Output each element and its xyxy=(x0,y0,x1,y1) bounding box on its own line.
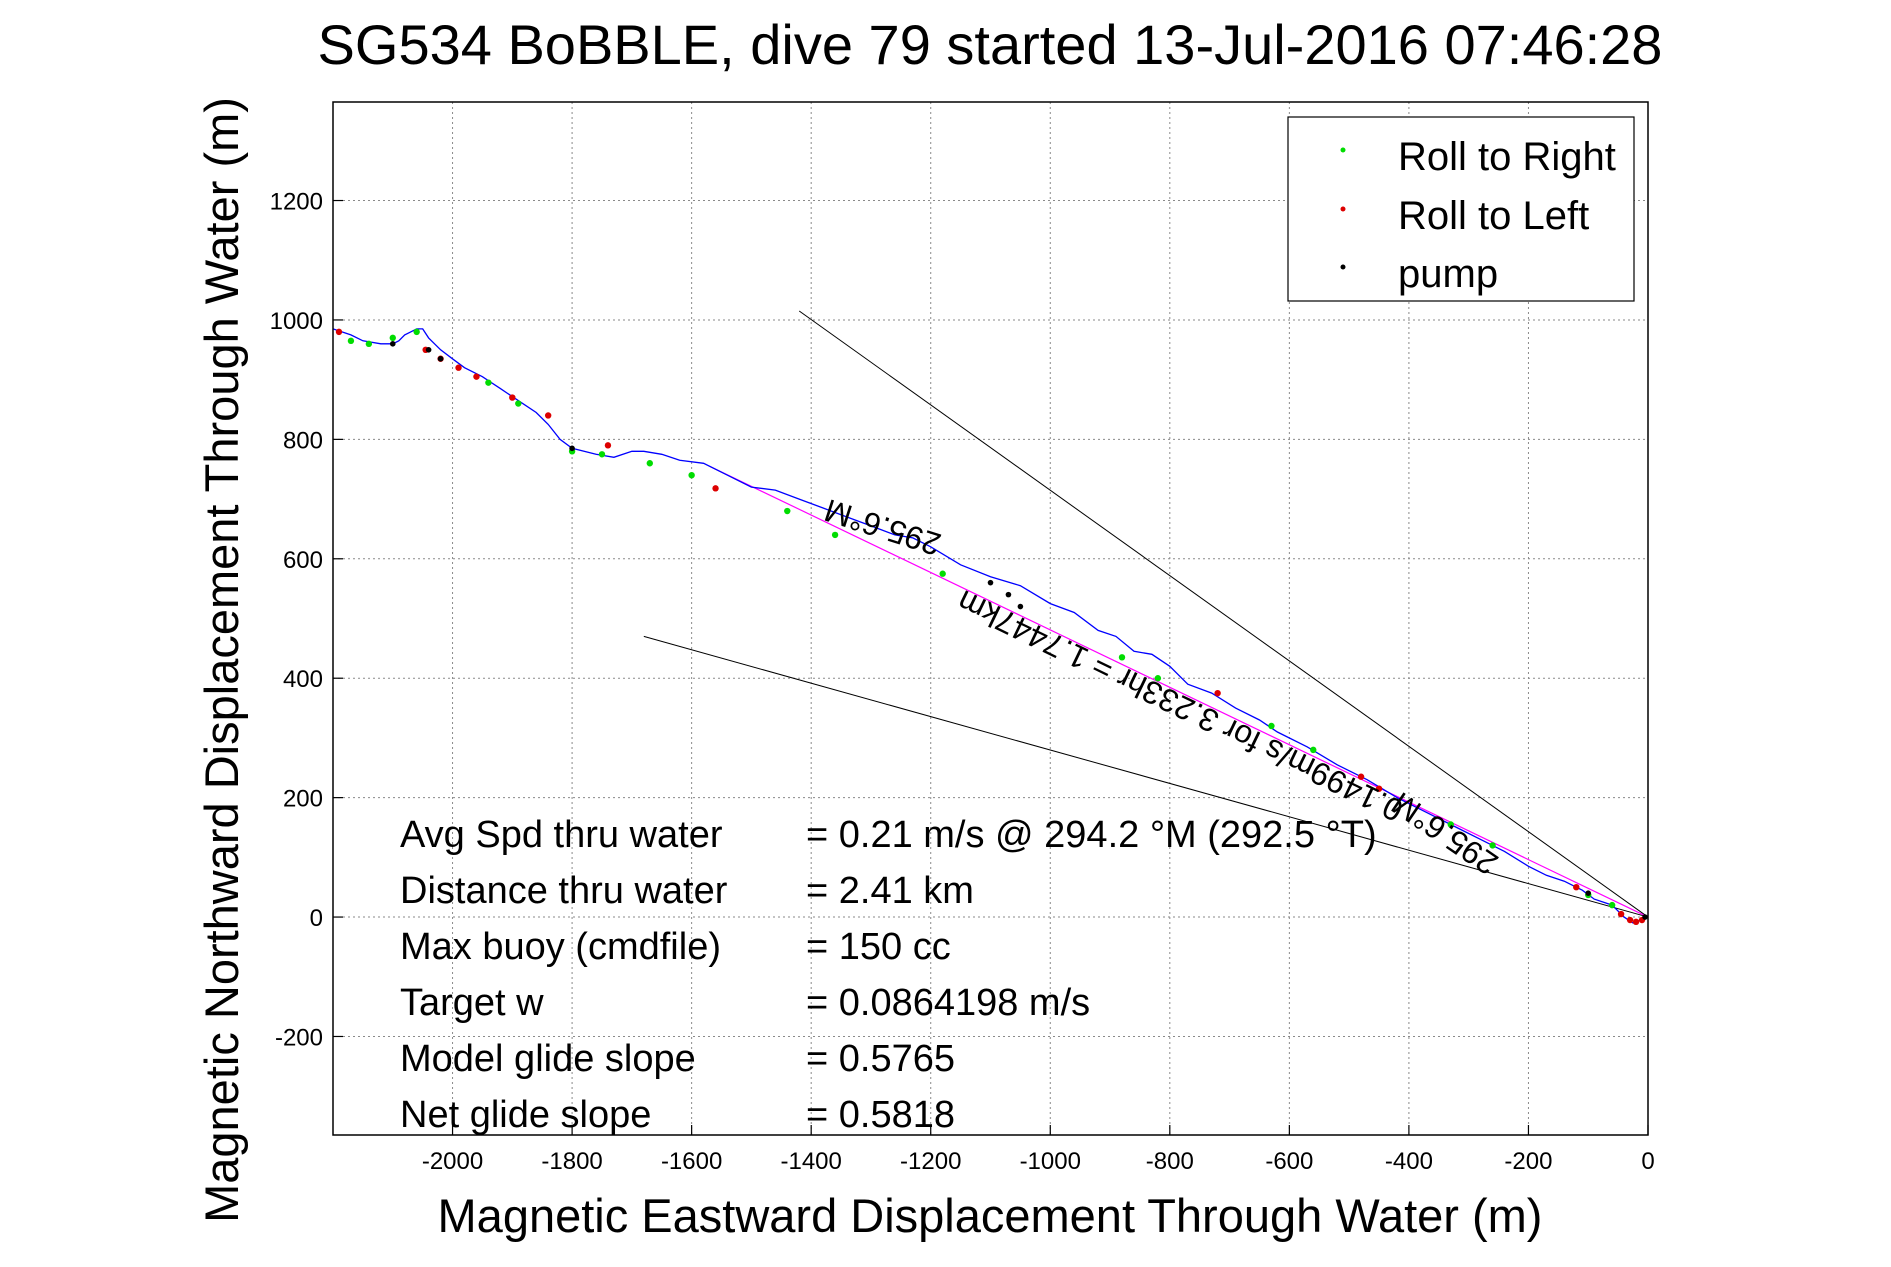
roll-left-point xyxy=(509,394,516,401)
y-tick-label: 600 xyxy=(283,547,323,574)
stats-label: Model glide slope xyxy=(400,1038,696,1080)
roll-right-point xyxy=(485,379,492,386)
stats-block: Avg Spd thru water = 0.21 m/s @ 294.2 °M … xyxy=(400,814,1377,1136)
roll-right-point xyxy=(413,328,420,336)
stats-value: = 0.5765 xyxy=(806,1038,955,1080)
roll-right-point xyxy=(1447,821,1454,828)
heading-line xyxy=(709,465,1649,918)
legend-marker-pump xyxy=(1340,264,1346,270)
legend: Roll to Right Roll to Left pump xyxy=(1287,116,1635,302)
roll-right-point xyxy=(646,460,653,467)
roll-right-point xyxy=(1310,746,1317,754)
plot-frame xyxy=(332,101,1649,1136)
stats-label: Avg Spd thru water xyxy=(400,814,723,856)
stats-label: Net glide slope xyxy=(400,1094,651,1136)
roll-left-point xyxy=(1617,910,1625,918)
roll-left-point xyxy=(604,442,612,449)
y-tick-label: 200 xyxy=(283,786,323,813)
legend-marker-roll-left xyxy=(1340,206,1346,212)
reference-lines xyxy=(643,310,1649,918)
x-tick-label: -400 xyxy=(1385,1148,1433,1175)
y-tick-label: 800 xyxy=(283,427,323,454)
roll-left-point xyxy=(455,364,462,371)
y-tick-label: 0 xyxy=(310,905,323,932)
x-tick-label: -200 xyxy=(1504,1148,1552,1175)
pump-point xyxy=(569,445,575,452)
track-layer xyxy=(332,328,1649,924)
pump-point xyxy=(425,347,432,353)
pump-point xyxy=(987,579,994,586)
roll-left-point xyxy=(544,412,552,419)
roll-left-point xyxy=(1357,773,1365,780)
x-tick-label: -1600 xyxy=(661,1148,722,1175)
roll-right-point xyxy=(688,471,695,479)
stats-label: Distance thru water xyxy=(400,870,728,912)
pump-point xyxy=(1585,890,1592,896)
y-tick-label: 1200 xyxy=(270,189,323,216)
pump-point xyxy=(437,355,444,362)
legend-label-roll-right: Roll to Right xyxy=(1398,135,1616,179)
stats-value: = 0.21 m/s @ 294.2 °M (292.5 °T) xyxy=(806,814,1377,856)
roll-right-point xyxy=(389,334,396,342)
glider-track-line xyxy=(332,328,1649,924)
x-tick-label: -2000 xyxy=(422,1148,483,1175)
roll-left-point xyxy=(1632,918,1640,926)
x-tick-label: -800 xyxy=(1146,1148,1194,1175)
roll-right-point xyxy=(598,451,606,458)
chart-title: SG534 BoBBLE, dive 79 started 13-Jul-201… xyxy=(318,13,1663,76)
roll-right-point xyxy=(1489,842,1496,849)
pump-point xyxy=(389,341,396,347)
x-tick-label: -1400 xyxy=(780,1148,841,1175)
roll-right-point xyxy=(1268,722,1275,730)
roll-left-point xyxy=(1214,689,1221,697)
legend-box xyxy=(1287,116,1635,302)
roll-left-point xyxy=(1573,883,1580,891)
x-tick-label: -600 xyxy=(1265,1148,1313,1175)
x-tick-label: 0 xyxy=(1641,1148,1654,1175)
roll-left-point xyxy=(335,328,343,336)
roll-right-point xyxy=(365,340,373,348)
roll-right-point xyxy=(939,570,946,577)
roll-left-point xyxy=(712,485,719,492)
pump-point xyxy=(1642,914,1648,920)
stats-value: = 150 cc xyxy=(806,926,951,968)
roll-left-point xyxy=(473,373,480,380)
roll-left-point xyxy=(1375,785,1383,792)
legend-marker-roll-right xyxy=(1340,147,1346,153)
x-tick-label: -1800 xyxy=(541,1148,602,1175)
y-tick-label: -200 xyxy=(275,1024,323,1051)
roll-right-point xyxy=(831,531,839,539)
y-axis-label: Magnetic Northward Displacement Through … xyxy=(195,97,248,1223)
stats-value: = 0.0864198 m/s xyxy=(806,982,1090,1024)
cone-lower-line xyxy=(643,635,1649,918)
stats-value: = 2.41 km xyxy=(806,870,974,912)
roll-right-point xyxy=(1154,675,1162,682)
x-tick-label: -1200 xyxy=(900,1148,961,1175)
axis-ticks: -2000 -1800 -1600 -1400 -1200 -1000 -800 -600 -4… xyxy=(270,189,1655,1175)
y-tick-label: 400 xyxy=(283,666,323,693)
roll-right-point xyxy=(1608,901,1616,909)
roll-right-point xyxy=(1118,654,1126,661)
stats-label: Target w xyxy=(400,982,544,1024)
y-tick-label: 1000 xyxy=(270,308,323,335)
roll-right-point xyxy=(347,337,355,345)
roll-right-point xyxy=(515,400,522,407)
cone-upper-line xyxy=(798,310,1649,918)
pump-point xyxy=(1005,591,1012,598)
roll-right-point xyxy=(784,507,791,515)
roll-marks xyxy=(335,328,1648,926)
legend-label-pump: pump xyxy=(1398,252,1498,296)
x-tick-label: -1000 xyxy=(1020,1148,1081,1175)
x-axis-label: Magnetic Eastward Displacement Through W… xyxy=(438,1189,1543,1242)
legend-label-roll-left: Roll to Left xyxy=(1398,194,1589,238)
pump-point xyxy=(1017,603,1024,610)
stats-label: Max buoy (cmdfile) xyxy=(400,926,721,968)
stats-value: = 0.5818 xyxy=(806,1094,955,1136)
roll-left-point xyxy=(1626,916,1634,924)
